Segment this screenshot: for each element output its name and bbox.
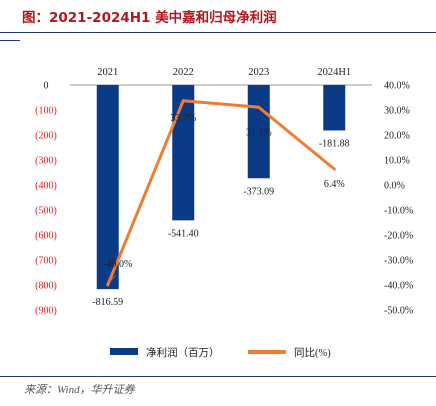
- bar: [247, 85, 270, 179]
- line-data-label: 31.1%: [246, 127, 272, 138]
- right-axis-tick-label: 20.0%: [384, 131, 410, 142]
- chart-container: 0 (100) (200) (300) (400) (500) (600) (700) (800…: [0, 55, 436, 375]
- line-point: [257, 105, 261, 109]
- legend-swatch-bar: [110, 348, 138, 355]
- right-axis-tick-label: 40.0%: [384, 81, 410, 92]
- bar-data-label: -816.59: [92, 297, 123, 308]
- left-axis-tick-label: (700): [35, 256, 57, 267]
- right-axis-tick-label: 0.0%: [384, 181, 405, 192]
- net-profit-chart: 0 (100) (200) (300) (400) (500) (600) (700) (800…: [35, 67, 413, 359]
- line-point: [181, 99, 185, 103]
- legend-label: 净利润（百万）: [146, 346, 220, 359]
- right-axis-tick-label: -10.0%: [384, 206, 413, 217]
- left-axis-tick-label: (800): [35, 281, 57, 292]
- bar: [96, 85, 119, 290]
- left-axis-tick-label: (300): [35, 156, 57, 167]
- title-divider: [0, 32, 436, 33]
- right-axis-tick-label: -20.0%: [384, 231, 413, 242]
- label-leader-line: [109, 274, 117, 283]
- bar: [172, 85, 195, 221]
- bar-data-label: -373.09: [243, 186, 274, 197]
- line-series: [106, 99, 336, 286]
- line-data-label: 33.7%: [170, 113, 196, 124]
- bar-data-label: -181.88: [319, 138, 350, 149]
- line-data-label: 6.4%: [324, 179, 345, 190]
- line-point: [106, 283, 110, 287]
- right-axis-tick-label: 10.0%: [384, 156, 410, 167]
- left-axis-tick-label: 0: [44, 81, 49, 92]
- right-axis-tick-label: 30.0%: [384, 106, 410, 117]
- title-bar: 图：2021-2024H1 美中嘉和归母净利润: [0, 0, 436, 32]
- category-label: 2022: [173, 67, 194, 78]
- legend-label: 同比(%): [294, 346, 331, 359]
- left-axis-tick-label: (400): [35, 181, 57, 192]
- line-data-label: -40.0%: [103, 259, 132, 270]
- right-axis-tick-label: -50.0%: [384, 306, 413, 317]
- source-note: 来源：Wind，华升证券: [24, 384, 135, 396]
- line-point: [332, 167, 336, 171]
- category-label: 2024H1: [317, 67, 351, 78]
- footer-divider: [0, 376, 436, 377]
- left-axis-tick-label: (200): [35, 131, 57, 142]
- left-axis-tick-label: (600): [35, 231, 57, 242]
- bar: [323, 85, 346, 131]
- title-divider-secondary: [0, 40, 20, 41]
- category-label: 2021: [97, 67, 118, 78]
- page-title: 图：2021-2024H1 美中嘉和归母净利润: [22, 10, 277, 26]
- left-axis-tick-label: (900): [35, 306, 57, 317]
- right-axis-tick-label: -40.0%: [384, 281, 413, 292]
- left-axis-tick-label: (500): [35, 206, 57, 217]
- left-axis-tick-label: (100): [35, 106, 57, 117]
- category-label: 2023: [248, 67, 269, 78]
- bar-data-label: -541.40: [168, 228, 199, 239]
- right-axis-tick-label: -30.0%: [384, 256, 413, 267]
